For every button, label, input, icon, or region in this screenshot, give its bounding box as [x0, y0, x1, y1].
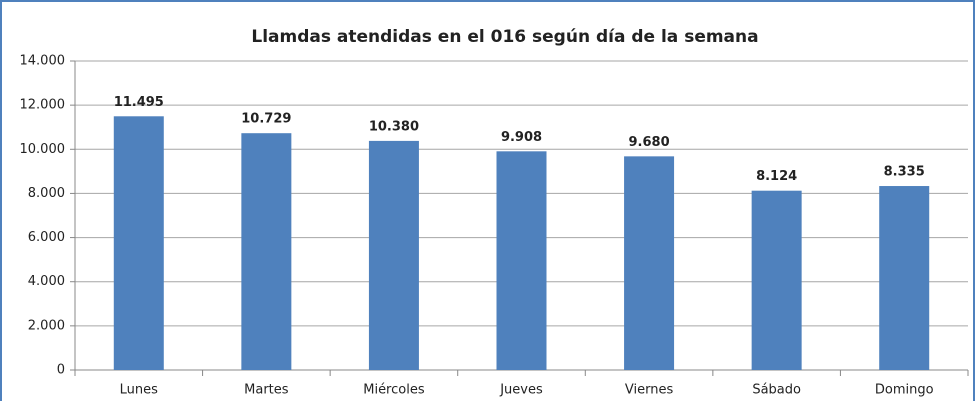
- y-tick-label: 12.000: [20, 98, 66, 113]
- bar: [113, 116, 164, 370]
- bar: [241, 133, 292, 370]
- x-tick-label: Miércoles: [363, 383, 425, 398]
- y-tick-label: 8.000: [28, 186, 65, 201]
- y-tick-label: 10.000: [20, 142, 66, 157]
- value-label: 8.124: [756, 169, 797, 184]
- value-label: 10.380: [369, 119, 419, 134]
- y-tick-label: 0: [57, 363, 65, 378]
- bar: [496, 151, 547, 370]
- x-tick-label: Sábado: [752, 383, 801, 398]
- bar: [368, 140, 419, 370]
- value-label: 11.495: [114, 95, 164, 110]
- y-tick-label: 14.000: [20, 54, 66, 69]
- x-tick-label: Jueves: [499, 383, 543, 398]
- chart-title: Llamdas atendidas en el 016 según día de…: [251, 27, 758, 47]
- y-tick-label: 4.000: [28, 274, 65, 289]
- x-tick-label: Domingo: [875, 383, 934, 398]
- y-tick-label: 6.000: [28, 230, 65, 245]
- value-label: 8.335: [884, 165, 925, 180]
- bar: [879, 186, 930, 370]
- y-tick-label: 2.000: [28, 318, 65, 333]
- x-tick-label: Viernes: [625, 383, 674, 398]
- value-label: 10.729: [241, 112, 291, 127]
- x-tick-label: Lunes: [120, 383, 158, 398]
- value-label: 9.680: [629, 135, 670, 150]
- value-label: 9.908: [501, 130, 542, 145]
- bar: [751, 190, 802, 370]
- bar: [624, 156, 675, 370]
- x-tick-label: Martes: [244, 383, 289, 398]
